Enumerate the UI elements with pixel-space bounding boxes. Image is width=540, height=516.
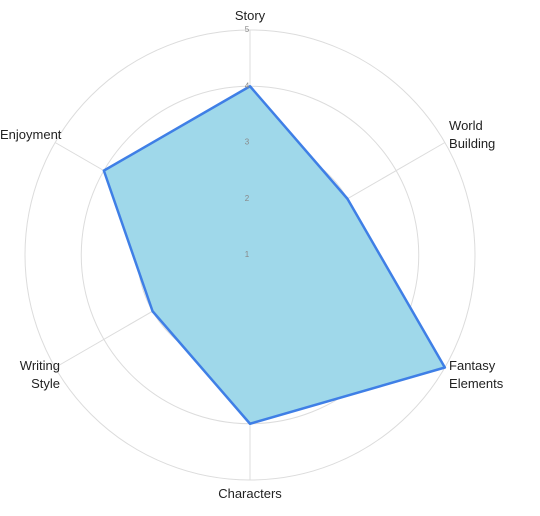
radar-area xyxy=(102,85,447,425)
r-tick-label: 4 xyxy=(245,81,250,90)
category-label: Writing Style xyxy=(19,357,60,391)
r-tick-label: 2 xyxy=(245,194,250,203)
category-label: Enjoyment xyxy=(0,127,62,143)
category-label: Story xyxy=(234,7,266,23)
category-label: Characters xyxy=(218,486,282,502)
r-tick-label: 1 xyxy=(245,250,250,259)
category-label: World Building xyxy=(449,118,496,152)
r-tick-label: 5 xyxy=(245,25,250,34)
category-label: Fantasy Elements xyxy=(449,357,504,391)
r-tick-label: 3 xyxy=(245,138,250,147)
